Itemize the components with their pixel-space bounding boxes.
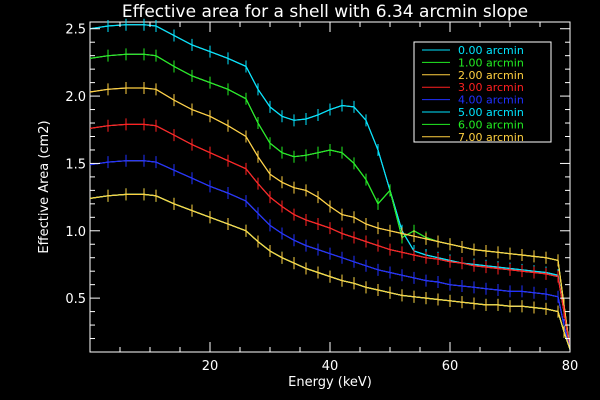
legend-label: 6.00 arcmin [458,118,524,131]
series-line-2 [89,87,571,350]
y-axis-label: Effective Area (cm2) [37,120,52,253]
legend-label: 2.00 arcmin [458,69,524,82]
y-tick-label: 2.5 [65,23,86,38]
x-tick-label: 60 [442,359,459,374]
legend-label: 1.00 arcmin [458,56,524,69]
tick-layer: 20 40 60 80 0.5 1.0 1.5 2.0 2.5 [65,22,578,374]
legend-box [413,41,552,143]
x-axis-label: Energy (keV) [288,375,372,390]
legend-label: 0.00 arcmin [458,44,524,57]
legend-label: 4.00 arcmin [458,94,524,107]
series-line-0 [89,24,571,350]
x-tick-label: 20 [202,359,219,374]
x-tick-label: 80 [562,359,579,374]
y-tick-label: 0.5 [65,292,86,307]
series-line-7 [89,193,571,350]
model-curve-3 [89,123,571,350]
chart-title: Effective area for a shell with 6.34 arc… [122,2,528,22]
x-tick-label: 40 [322,359,339,374]
series-line-4 [89,160,571,350]
series-layer [89,18,571,350]
y-tick-label: 2.0 [65,90,86,105]
legend-label: 7.00 arcmin [458,131,524,144]
y-tick-label: 1.5 [65,157,86,172]
legend-label: 3.00 arcmin [458,81,524,94]
y-tick-label: 1.0 [65,225,86,240]
series-line-3 [89,123,571,350]
legend-label: 5.00 arcmin [458,106,524,119]
